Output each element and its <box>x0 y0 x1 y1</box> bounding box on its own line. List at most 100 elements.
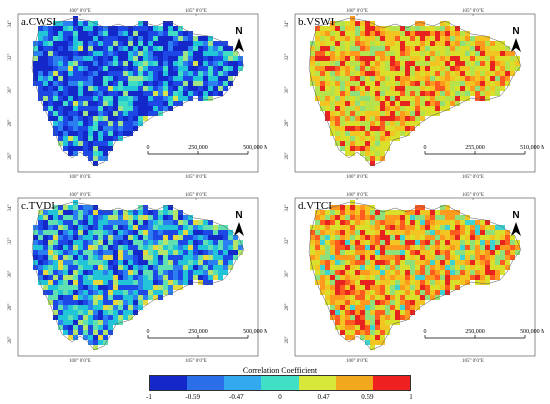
raster-cell <box>405 280 410 285</box>
raster-cell <box>495 235 500 240</box>
raster-cell <box>198 245 203 250</box>
raster-cell <box>395 265 400 270</box>
raster-cell <box>350 31 355 36</box>
raster-cell <box>455 245 460 250</box>
raster-cell <box>148 210 153 215</box>
raster-cell <box>128 265 133 270</box>
raster-cell <box>78 116 83 121</box>
raster-cell <box>193 86 198 91</box>
raster-cell <box>350 275 355 280</box>
raster-cell <box>490 270 495 275</box>
raster-cell <box>58 205 63 210</box>
north-arrow-icon <box>234 222 244 236</box>
raster-cell <box>123 31 128 36</box>
raster-cell <box>158 220 163 225</box>
raster-cell <box>83 81 88 86</box>
raster-cell <box>490 71 495 76</box>
raster-cell <box>385 131 390 136</box>
raster-cell <box>153 71 158 76</box>
raster-cell <box>133 116 138 121</box>
north-arrow-icon <box>511 222 521 236</box>
raster-cell <box>355 325 360 330</box>
raster-cell <box>53 36 58 41</box>
raster-cell <box>68 335 73 340</box>
raster-cell <box>380 66 385 71</box>
raster-cell <box>375 230 380 235</box>
raster-cell <box>485 255 490 260</box>
raster-cell <box>148 285 153 290</box>
raster-cell <box>143 260 148 265</box>
raster-cell <box>490 260 495 265</box>
raster-cell <box>405 310 410 315</box>
raster-cell <box>350 235 355 240</box>
raster-cell <box>53 111 58 116</box>
raster-cell <box>93 230 98 235</box>
raster-cell <box>450 96 455 101</box>
raster-cell <box>73 121 78 126</box>
raster-cell <box>218 225 223 230</box>
raster-cell <box>203 51 208 56</box>
raster-cell <box>410 250 415 255</box>
raster-cell <box>133 305 138 310</box>
raster-cell <box>63 315 68 320</box>
raster-cell <box>360 305 365 310</box>
raster-cell <box>395 305 400 310</box>
raster-cell <box>123 290 128 295</box>
raster-cell <box>485 96 490 101</box>
raster-cell <box>78 91 83 96</box>
raster-cell <box>405 295 410 300</box>
top-longitude-label: 100° 0′0″E <box>69 9 91 14</box>
raster-cell <box>445 285 450 290</box>
raster-cell <box>420 46 425 51</box>
raster-cell <box>460 255 465 260</box>
raster-cell <box>470 235 475 240</box>
raster-cell <box>88 46 93 51</box>
raster-cell <box>53 86 58 91</box>
raster-cell <box>410 91 415 96</box>
raster-cell <box>128 26 133 31</box>
raster-cell <box>53 205 58 210</box>
raster-cell <box>173 86 178 91</box>
raster-cell <box>355 235 360 240</box>
raster-cell <box>360 235 365 240</box>
raster-cell <box>133 91 138 96</box>
raster-cell <box>173 71 178 76</box>
raster-cell <box>355 255 360 260</box>
raster-cell <box>113 51 118 56</box>
raster-cell <box>173 225 178 230</box>
raster-cell <box>73 41 78 46</box>
raster-cell <box>108 315 113 320</box>
raster-cell <box>330 285 335 290</box>
raster-cell <box>63 325 68 330</box>
raster-cell <box>400 310 405 315</box>
raster-cell <box>53 116 58 121</box>
raster-cell <box>470 240 475 245</box>
raster-cell <box>505 76 510 81</box>
raster-cell <box>370 320 375 325</box>
raster-cell <box>410 46 415 51</box>
raster-cell <box>505 51 510 56</box>
raster-cell <box>345 141 350 146</box>
raster-cell <box>385 136 390 141</box>
raster-cell <box>118 290 123 295</box>
raster-cell <box>515 240 520 245</box>
raster-cell <box>340 270 345 275</box>
raster-cell <box>198 96 203 101</box>
raster-cell <box>43 96 48 101</box>
raster-cell <box>460 260 465 265</box>
raster-cell <box>173 265 178 270</box>
raster-cell <box>320 41 325 46</box>
raster-cell <box>68 255 73 260</box>
raster-cell <box>133 76 138 81</box>
raster-cell <box>223 86 228 91</box>
raster-cell <box>505 81 510 86</box>
raster-cell <box>415 230 420 235</box>
raster-cell <box>173 235 178 240</box>
raster-cell <box>193 265 198 270</box>
raster-cell <box>510 250 515 255</box>
raster-cell <box>183 41 188 46</box>
raster-cell <box>485 86 490 91</box>
raster-cell <box>143 300 148 305</box>
raster-cell <box>188 230 193 235</box>
raster-cell <box>143 111 148 116</box>
